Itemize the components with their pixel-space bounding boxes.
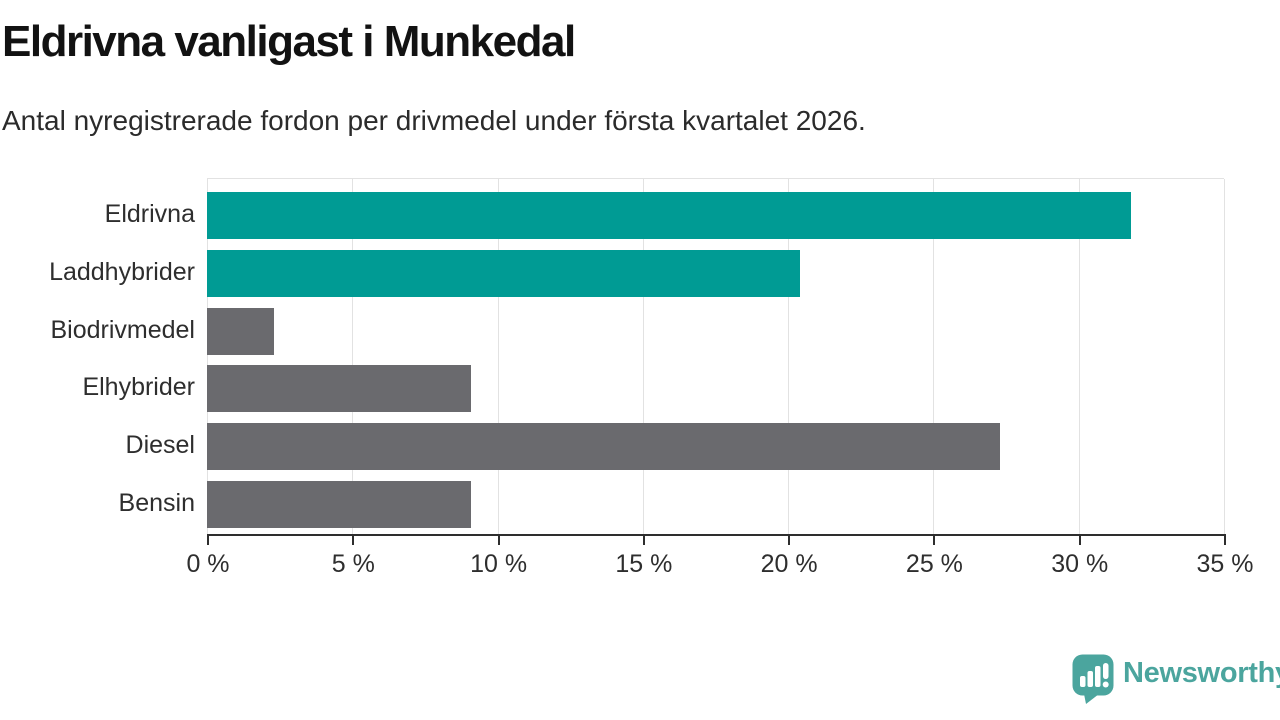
chart-subtitle: Antal nyregistrerade fordon per drivmede… (2, 105, 866, 136)
x-tick (788, 536, 791, 545)
gridline (352, 179, 354, 535)
gridline (207, 179, 208, 535)
gridline (1078, 179, 1080, 535)
gridline (1224, 179, 1225, 535)
newsworthy-logo[interactable]: Newsworthy (1072, 654, 1280, 704)
bar-biodrivmedel (207, 307, 274, 355)
category-label-eldrivna: Eldrivna (104, 200, 195, 228)
x-tick (1224, 536, 1226, 545)
category-label-diesel: Diesel (125, 431, 195, 460)
bar-elhybrider (207, 365, 472, 413)
gridline (933, 179, 935, 535)
x-tick-label: 10 % (470, 550, 528, 578)
x-tick (497, 536, 500, 545)
category-label-bensin: Bensin (118, 489, 195, 517)
x-tick-label: 5 % (331, 550, 375, 578)
category-label-elhybrider: Elhybrider (82, 373, 195, 402)
x-tick (352, 536, 355, 545)
x-tick-label: 0 % (186, 550, 230, 578)
x-tick (207, 536, 209, 545)
bar-eldrivna (207, 192, 1132, 239)
x-tick-label: 35 % (1196, 550, 1254, 578)
chart-title: Eldrivna vanligast i Munkedal (2, 17, 576, 66)
x-tick (642, 536, 645, 545)
x-axis-line (207, 534, 1226, 536)
gridline (497, 179, 499, 535)
x-tick-label: 15 % (615, 550, 673, 578)
newsworthy-wordmark: Newsworthy (1123, 657, 1280, 689)
gridline (642, 179, 644, 535)
bar-bensin (207, 481, 472, 528)
plot-area (207, 178, 1225, 535)
gridline (788, 179, 790, 535)
x-tick-label: 20 % (760, 550, 818, 578)
newsworthy-icon (1072, 654, 1114, 704)
x-tick (1078, 536, 1081, 545)
bar-laddhybrider (207, 249, 800, 297)
x-tick (933, 536, 936, 545)
category-label-laddhybrider: Laddhybrider (49, 257, 195, 286)
bar-diesel (207, 423, 1001, 471)
category-label-biodrivmedel: Biodrivmedel (50, 315, 195, 344)
x-tick-label: 30 % (1051, 550, 1109, 578)
x-tick-label: 25 % (905, 550, 963, 578)
bar-chart: Eldrivna Laddhybrider Biodrivmedel Elhybrid… (0, 178, 1280, 598)
